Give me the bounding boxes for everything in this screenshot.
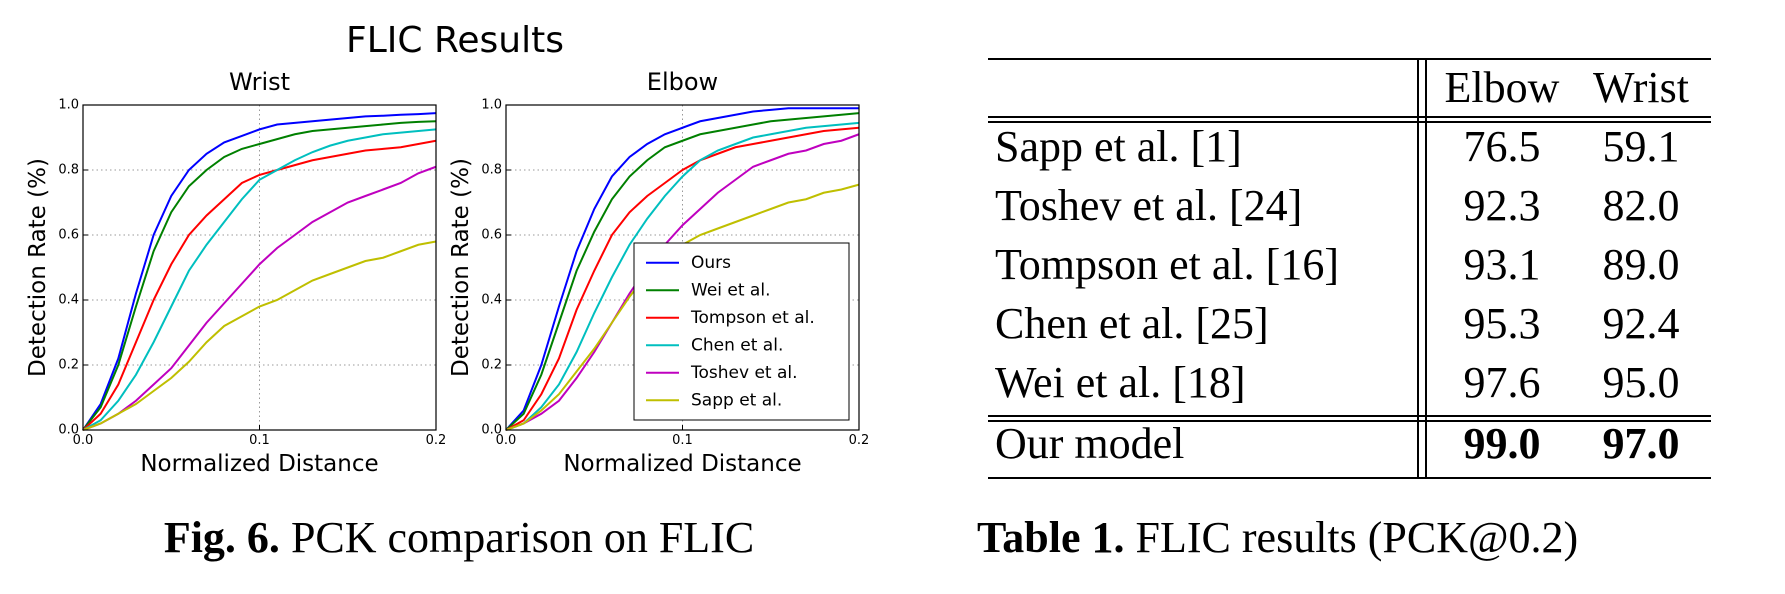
- figure-title: FLIC Results: [346, 20, 564, 61]
- y-tick-label: 0.0: [481, 423, 502, 438]
- legend-label: Ours: [691, 253, 731, 273]
- legend-label: Toshev et al.: [690, 363, 798, 383]
- table-caption: Table 1. FLIC results (PCK@0.2): [977, 513, 1578, 562]
- row-label: Toshev et al. [24]: [995, 181, 1302, 230]
- table-rules: [988, 58, 1711, 479]
- column-header: Elbow: [1445, 63, 1560, 112]
- series-line: [505, 126, 860, 431]
- series-line: [82, 120, 437, 431]
- chart-title: Wrist: [229, 68, 290, 96]
- caption-label: Table 1.: [977, 513, 1125, 562]
- series-line: [82, 165, 437, 431]
- legend-box: [633, 242, 850, 421]
- y-tick-label: 0.0: [58, 423, 79, 438]
- table-cell: 82.0: [1603, 181, 1680, 230]
- series-line: [505, 112, 860, 431]
- series-line: [505, 121, 860, 431]
- y-axis-label: Detection Rate (%): [25, 158, 51, 377]
- y-axis-label: Detection Rate (%): [448, 158, 474, 377]
- y-tick-label: 0.6: [58, 228, 79, 243]
- column-header: Wrist: [1593, 63, 1689, 112]
- y-tick-label: 0.8: [58, 163, 79, 178]
- plot-frame: [82, 104, 437, 431]
- caption-label: Fig. 6.: [164, 513, 280, 562]
- chart-title: Elbow: [647, 68, 718, 96]
- caption-text: FLIC results (PCK@0.2): [1136, 513, 1579, 562]
- table-cell: 95.0: [1603, 358, 1680, 407]
- x-tick-label: 0.2: [849, 433, 870, 448]
- x-tick-label: 0.1: [249, 433, 270, 448]
- x-tick-label: 0.0: [496, 433, 517, 448]
- table-cell: 92.4: [1603, 299, 1680, 348]
- table-cell: 97.0: [1603, 419, 1680, 468]
- table-cell: 95.3: [1464, 299, 1541, 348]
- table-cell: 92.3: [1464, 181, 1541, 230]
- y-tick-label: 1.0: [58, 98, 79, 113]
- table-cell: 99.0: [1464, 419, 1541, 468]
- y-tick-label: 0.6: [481, 228, 502, 243]
- x-tick-label: 0.0: [73, 433, 94, 448]
- series-line: [82, 240, 437, 431]
- x-axis-label: Normalized Distance: [140, 451, 378, 477]
- plot-frame: [505, 104, 860, 431]
- row-label: Wei et al. [18]: [995, 358, 1246, 407]
- y-tick-label: 1.0: [481, 98, 502, 113]
- row-label: Tompson et al. [16]: [995, 240, 1339, 289]
- legend-label: Chen et al.: [691, 335, 783, 355]
- series-line: [82, 112, 437, 431]
- legend-label: Wei et al.: [691, 280, 770, 300]
- row-label: Chen et al. [25]: [995, 299, 1269, 348]
- table-cell: 76.5: [1464, 122, 1541, 171]
- series-line: [82, 139, 437, 431]
- series-line: [82, 128, 437, 431]
- series-line: [505, 133, 860, 431]
- x-tick-label: 0.2: [426, 433, 447, 448]
- caption-text: PCK comparison on FLIC: [291, 513, 754, 562]
- row-label: Sapp et al. [1]: [995, 122, 1242, 171]
- table-cell: 89.0: [1603, 240, 1680, 289]
- y-tick-label: 0.4: [481, 293, 502, 308]
- figure-caption: Fig. 6. PCK comparison on FLIC: [164, 513, 754, 562]
- y-tick-label: 0.4: [58, 293, 79, 308]
- table-cell: 93.1: [1464, 240, 1541, 289]
- legend-label: Sapp et al.: [691, 390, 782, 410]
- row-label: Our model: [995, 419, 1184, 468]
- x-axis-label: Normalized Distance: [563, 451, 801, 477]
- legend-label: Tompson et al.: [690, 308, 815, 328]
- x-tick-label: 0.1: [672, 433, 693, 448]
- y-tick-label: 0.8: [481, 163, 502, 178]
- table-cell: 97.6: [1464, 358, 1541, 407]
- series-line: [505, 107, 859, 431]
- y-tick-label: 0.2: [481, 358, 502, 373]
- table-cell: 59.1: [1603, 122, 1680, 171]
- y-tick-label: 0.2: [58, 358, 79, 373]
